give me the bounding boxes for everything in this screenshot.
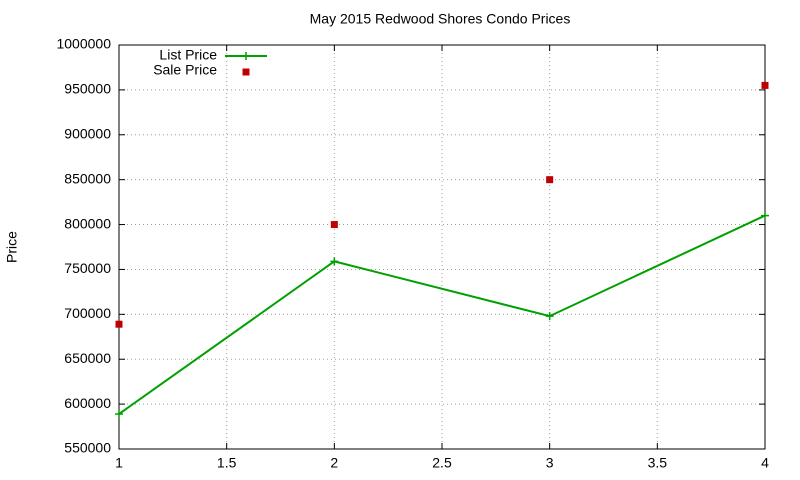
data-point	[545, 312, 554, 321]
data-point	[115, 320, 123, 328]
chart-title: May 2015 Redwood Shores Condo Prices	[310, 11, 571, 27]
data-point	[115, 409, 123, 418]
data-point	[330, 257, 339, 266]
y-tick-label: 750000	[64, 260, 111, 276]
data-point	[330, 221, 338, 229]
legend-label: List Price	[159, 47, 217, 63]
legend-marker	[242, 68, 250, 76]
y-tick-label: 650000	[64, 350, 111, 366]
x-tick-label: 1	[115, 455, 123, 471]
data-point	[761, 211, 769, 220]
y-tick-label: 950000	[64, 81, 111, 97]
y-axis-label: Price	[4, 231, 20, 263]
x-tick-label: 1.5	[217, 455, 237, 471]
y-tick-label: 1000000	[56, 36, 111, 52]
x-tick-label: 3	[546, 455, 554, 471]
y-tick-label: 600000	[64, 395, 111, 411]
x-tick-label: 3.5	[648, 455, 668, 471]
x-tick-label: 2.5	[432, 455, 452, 471]
plot-frame	[118, 44, 766, 450]
x-tick-label: 4	[761, 455, 769, 471]
y-tick-label: 550000	[64, 440, 111, 456]
legend-label: Sale Price	[153, 62, 217, 78]
data-point	[546, 176, 554, 184]
data-line	[118, 214, 766, 415]
x-tick-label: 2	[330, 455, 338, 471]
y-tick-label: 700000	[64, 305, 111, 321]
y-tick-label: 900000	[64, 125, 111, 141]
legend-marker	[242, 52, 250, 60]
y-tick-label: 850000	[64, 170, 111, 186]
data-point	[761, 81, 769, 89]
y-tick-label: 800000	[64, 215, 111, 231]
